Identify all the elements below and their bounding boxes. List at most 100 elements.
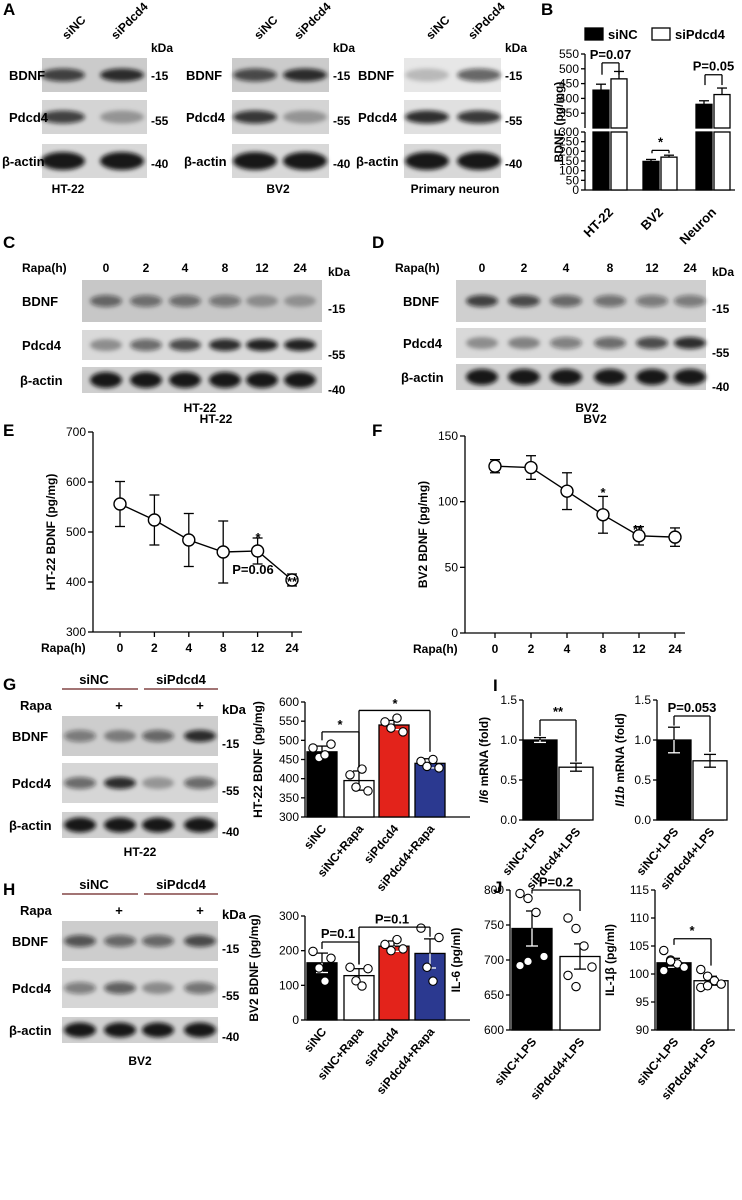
blot-band-A2-2-1 [457, 152, 501, 170]
blot-band-C-0-5 [284, 295, 316, 307]
blot-band-A2-0-1 [457, 68, 501, 82]
kda-label: kDa [505, 41, 527, 55]
blot-band-A1-1-1 [283, 110, 327, 124]
cell-label: BV2 [128, 1054, 152, 1068]
blot-band-H-0-0 [64, 935, 96, 947]
x-tick-label-12: 12 [251, 641, 265, 655]
cell-label-BV2: BV2 [266, 182, 290, 196]
data-dot-siPdcd4+LPS [563, 970, 573, 981]
group-label-siNC: siNC [79, 672, 109, 687]
blot-label-BDNF: BDNF [22, 294, 58, 309]
y-tick-label: 600 [279, 695, 299, 709]
bar-siNC+LPS [522, 739, 558, 821]
y-tick-label: 1.0 [634, 733, 651, 747]
data-dot-siNC+Rapa [351, 976, 361, 986]
data-dot-siPdcd4+LPS [716, 979, 726, 989]
x-tick-label-0: 0 [492, 642, 499, 656]
data-point-8 [216, 545, 230, 559]
bar-siPdcd4-HT-22-lower [610, 131, 628, 191]
rapa-plus-2: + [196, 903, 204, 918]
timepoint-24: 24 [293, 261, 307, 275]
panel-label-G: G [3, 675, 16, 694]
y-tick-label: 200 [559, 144, 579, 158]
cell-label-HT-22: HT-22 [52, 182, 85, 196]
sig-Neuron-label: P=0.05 [693, 59, 735, 74]
blot-band-D-1-3 [594, 337, 626, 349]
marker-40: -40 [222, 825, 240, 839]
x-tick-label-HT-22: HT-22 [580, 205, 616, 241]
y-tick-label: 150 [559, 154, 579, 168]
y-tick-label: 200 [279, 944, 299, 958]
panel-label-D: D [372, 233, 384, 252]
x-axis-label: Rapa(h) [413, 642, 458, 656]
blot-label-beta-actin: β-actin [401, 370, 444, 385]
data-dot-siNC+LPS [523, 956, 533, 967]
y-tick-label: 0 [451, 626, 458, 640]
kda-label: kDa [333, 41, 355, 55]
bar-siNC-Neuron-upper [695, 103, 713, 129]
blot-band-D-0-1 [508, 295, 540, 307]
blot-band-G-2-1 [104, 817, 136, 833]
bar-siNC-BV2 [642, 160, 660, 191]
data-dot-siPdcd4+Rapa [422, 962, 432, 973]
blot-band-A1-0-1 [283, 68, 327, 82]
blot-label-beta-actin: β-actin [356, 154, 399, 169]
blot-band-H-1-1 [104, 982, 136, 994]
y-tick-label: 100 [279, 978, 299, 992]
data-dot-siNC [320, 976, 330, 986]
marker-40: -40 [222, 1030, 240, 1044]
blot-band-A0-2-1 [100, 152, 144, 170]
blot-band-C-0-2 [169, 295, 201, 307]
marker-55: -55 [505, 114, 523, 128]
data-dot-siNC+LPS [679, 962, 689, 973]
blot-label-Pdcd4: Pdcd4 [403, 336, 443, 351]
group-label-siPdcd4: siPdcd4 [156, 672, 207, 687]
blot-label-beta-actin: β-actin [20, 373, 63, 388]
annotation-1: * [255, 530, 261, 545]
y-tick-label: 100 [438, 495, 458, 509]
x-tick-label-2: 2 [528, 642, 535, 656]
blot-band-A1-1-0 [233, 110, 277, 124]
x-tick-label-24: 24 [668, 642, 682, 656]
marker-15: -15 [328, 302, 346, 316]
data-dot-siNC+LPS [515, 888, 525, 899]
marker-40: -40 [712, 380, 730, 394]
panel-label-C: C [3, 233, 15, 252]
data-dot-siNC+LPS [539, 951, 549, 962]
x-tick-label-4: 4 [564, 642, 571, 656]
timepoint-12: 12 [645, 261, 659, 275]
chart-title: HT-22 [200, 412, 233, 426]
bar-siNC [306, 751, 338, 818]
blot-band-G-1-3 [184, 777, 216, 789]
blot-band-H-0-2 [142, 935, 174, 947]
sig-HT22-label: P=0.07 [590, 47, 632, 62]
bar-siPdcd4-Neuron-upper [713, 93, 731, 129]
data-dot-siNC+LPS [515, 960, 525, 971]
y-tick-label: 300 [66, 625, 86, 639]
blot-label-Pdcd4: Pdcd4 [22, 338, 62, 353]
y-tick-label: 450 [279, 753, 299, 767]
cell-label-primary-neuron: Primary neuron [411, 182, 500, 196]
data-dot-siNC [326, 739, 336, 749]
sig-BV2-label: * [658, 134, 664, 149]
marker-40: -40 [151, 157, 169, 171]
data-dot-siPdcd4+LPS [563, 913, 573, 923]
blot-label-beta-actin: β-actin [9, 818, 52, 833]
blot-band-C-2-2 [169, 372, 201, 388]
y-axis-label: BV2 BDNF (pg/mg) [247, 914, 261, 1021]
marker-55: -55 [222, 784, 240, 798]
bar-siPdcd4-HT-22-upper [610, 78, 628, 129]
blot-band-C-2-3 [209, 372, 241, 388]
marker-55: -55 [222, 989, 240, 1003]
y-tick-label: 400 [279, 772, 299, 786]
y-tick-label: 300 [559, 125, 579, 139]
blot-band-H-2-0 [64, 1022, 96, 1038]
y-tick-label: 550 [279, 714, 299, 728]
y-tick-label: 600 [484, 1023, 504, 1037]
blot-band-D-0-3 [594, 295, 626, 307]
data-dot-siPdcd4+Rapa [434, 763, 444, 773]
x-tick-label-Neuron: Neuron [676, 204, 719, 247]
data-dot-siNC+LPS [531, 907, 541, 918]
panel-label-F: F [372, 421, 382, 440]
